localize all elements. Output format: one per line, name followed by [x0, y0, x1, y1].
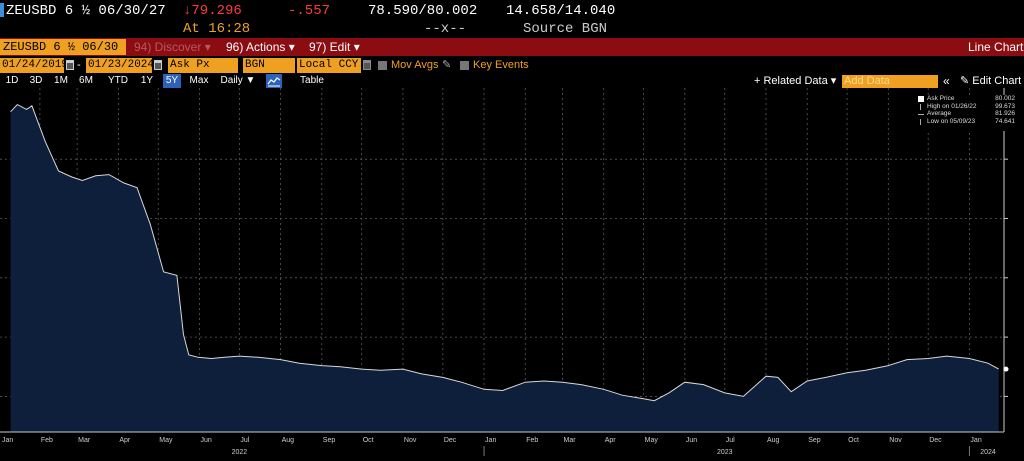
x-year-label: 2024	[980, 449, 996, 456]
last-price: ↓79.296	[183, 3, 242, 19]
actions-menu[interactable]: 96) Actions ▾	[226, 40, 295, 54]
discover-menu[interactable]: 94) Discover ▾	[134, 40, 211, 54]
x-tick-label: Jan	[970, 437, 981, 444]
x-year-label: 2023	[717, 449, 733, 456]
x-tick-label: Nov	[889, 437, 902, 444]
calendar-icon[interactable]	[66, 60, 74, 70]
net-change: -.557	[288, 3, 331, 19]
related-data-menu[interactable]: + Related Data ▾	[754, 75, 837, 87]
chart-view-icon[interactable]	[266, 74, 282, 88]
key-events-label[interactable]: Key Events	[473, 59, 529, 71]
x-tick-label: Jun	[200, 437, 211, 444]
collapse-icon[interactable]: «	[943, 74, 950, 88]
period-bar: 1D 3D 1M 6M YTD 1Y 5Y Max Daily ▼ Table …	[0, 74, 1024, 88]
x-tick-label: Sep	[323, 437, 336, 444]
period-ytd[interactable]: YTD	[108, 75, 128, 86]
x-tick-label: Jul	[240, 437, 249, 444]
bid-ask-yield: 14.658/14.040	[506, 3, 616, 19]
period-max[interactable]: Max	[189, 75, 209, 86]
x-tick-label: Oct	[363, 437, 374, 444]
legend-item: Ask Price 80.002	[915, 95, 1017, 103]
x-tick-label: Dec	[929, 437, 942, 444]
legend-value: 81.926	[995, 110, 1015, 117]
period-3d[interactable]: 3D	[29, 75, 43, 86]
price-source: Source BGN	[523, 21, 608, 37]
quote-time: At 16:28	[183, 21, 251, 37]
end-date-field[interactable]: 01/23/2024	[86, 58, 155, 73]
legend-item: Average 81.926	[915, 110, 1017, 118]
x-tick-label: Oct	[848, 437, 859, 444]
field-selector[interactable]: Ask Px	[168, 58, 238, 73]
pencil-icon: ✎	[960, 75, 973, 87]
frequency-selector[interactable]: Daily ▼	[220, 75, 256, 86]
legend-item: High on 01/26/22 99.673	[915, 103, 1017, 111]
ticker[interactable]: ZEUSBD 6 ½ 06/30/27	[6, 3, 166, 19]
chart-legend[interactable]: Ask Price 80.002 High on 01/26/22 99.673 Ave…	[915, 95, 1017, 131]
x-tick-label: Jan	[2, 437, 13, 444]
edit-chart-button[interactable]: ✎ Edit Chart	[960, 74, 1021, 88]
x-tick-label: Dec	[444, 437, 457, 444]
currency-selector[interactable]: Local CCY	[297, 58, 361, 73]
calendar-icon[interactable]	[154, 60, 162, 70]
period-1y[interactable]: 1Y	[140, 75, 154, 86]
legend-value: 80.002	[995, 95, 1015, 102]
x-tick-label: Mar	[78, 437, 91, 444]
legend-marker-icon	[920, 118, 921, 125]
date-range-dash: -	[77, 59, 81, 71]
legend-marker-icon	[920, 103, 921, 110]
price-line	[10, 103, 999, 402]
legend-label: Low on 05/09/23	[927, 117, 976, 125]
function-title-bar: ZEUSBD 6 ½ 06/30 94) Discover ▾ 96) Acti…	[0, 38, 1024, 56]
bid-ask-size: --x--	[424, 21, 467, 37]
app-title: Line Chart	[968, 40, 1024, 54]
x-tick-label: Feb	[41, 437, 53, 444]
x-tick-label: Jul	[726, 437, 735, 444]
security-field[interactable]: ZEUSBD 6 ½ 06/30	[0, 39, 126, 55]
period-5y[interactable]: 5Y	[163, 74, 181, 88]
key-events-checkbox[interactable]	[460, 61, 469, 70]
legend-marker-icon	[918, 96, 924, 102]
last-price-marker	[1003, 366, 1009, 372]
legend-marker-icon	[918, 114, 924, 115]
x-tick-label: Nov	[404, 437, 417, 444]
mov-avgs-checkbox[interactable]	[378, 61, 387, 70]
legend-label: High on 01/26/22	[927, 102, 977, 110]
bid-ask-price: 78.590/80.002	[368, 3, 478, 19]
legend-item: Low on 05/09/23 74.641	[915, 118, 1017, 126]
x-tick-label: Jan	[485, 437, 496, 444]
x-tick-label: May	[645, 437, 659, 444]
pencil-icon[interactable]: ✎	[442, 59, 452, 71]
start-date-field[interactable]: 01/24/2019	[0, 58, 69, 73]
x-tick-label: Apr	[605, 437, 617, 444]
source-selector[interactable]: BGN	[243, 58, 295, 73]
x-year-label: 2022	[232, 449, 248, 456]
legend-label: Average	[927, 110, 952, 117]
mov-avgs-label[interactable]: Mov Avgs	[391, 59, 439, 71]
price-area	[10, 104, 999, 432]
x-tick-label: Aug	[282, 437, 295, 444]
x-tick-label: Mar	[564, 437, 577, 444]
legend-value: 74.641	[995, 117, 1015, 125]
period-6m[interactable]: 6M	[79, 75, 93, 86]
quote-header: ZEUSBD 6 ½ 06/30/27 ↓79.296 -.557 78.590…	[0, 0, 1024, 38]
add-data-input[interactable]: Add Data	[842, 75, 938, 88]
x-tick-label: Aug	[767, 437, 780, 444]
x-tick-label: Sep	[808, 437, 821, 444]
legend-value: 99.673	[995, 102, 1015, 110]
table-view-button[interactable]: Table	[300, 75, 324, 86]
edit-menu[interactable]: 97) Edit ▾	[309, 40, 360, 54]
x-tick-label: May	[159, 437, 173, 444]
period-1d[interactable]: 1D	[5, 75, 19, 86]
x-tick-label: Feb	[526, 437, 538, 444]
x-tick-label: Jun	[686, 437, 697, 444]
x-tick-label: Apr	[119, 437, 131, 444]
price-chart[interactable]: Jan Feb Mar Apr May Jun Jul Aug Sep Oct Nov Dec Jan F…	[0, 88, 1024, 461]
edit-chart-label: Edit Chart	[972, 75, 1022, 87]
period-1m[interactable]: 1M	[54, 75, 68, 86]
ticker-marker	[0, 3, 4, 17]
parameter-bar: 01/24/2019 - 01/23/2024 Ask Px BGN Local…	[0, 58, 1024, 74]
legend-label: Ask Price	[927, 95, 955, 102]
currency-dropdown-icon[interactable]	[363, 60, 371, 70]
